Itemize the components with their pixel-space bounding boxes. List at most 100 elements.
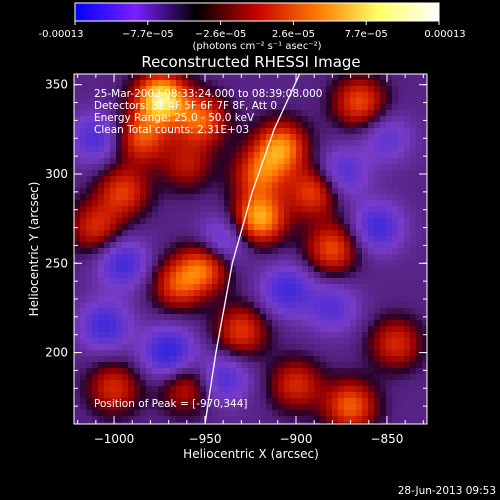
heatmap-cell: [242, 392, 249, 399]
heatmap-cell: [158, 182, 165, 189]
heatmap-cell: [344, 302, 351, 309]
heatmap-cell: [386, 422, 393, 424]
heatmap-cell: [320, 350, 327, 357]
heatmap-cell: [188, 122, 195, 129]
heatmap-cell: [398, 194, 405, 201]
heatmap-cell: [344, 254, 351, 261]
heatmap-cell: [98, 236, 105, 243]
heatmap-cell: [176, 380, 183, 387]
heatmap-cell: [320, 212, 327, 219]
heatmap-cell: [206, 410, 213, 417]
heatmap-cell: [386, 374, 393, 381]
heatmap-cell: [290, 248, 297, 255]
heatmap-cell: [158, 320, 165, 327]
heatmap-cell: [302, 188, 309, 195]
heatmap-cell: [104, 176, 111, 183]
heatmap-cell: [320, 164, 327, 171]
heatmap-cell: [74, 344, 81, 351]
heatmap-cell: [182, 416, 189, 423]
heatmap-cell: [80, 92, 87, 99]
heatmap-cell: [200, 152, 207, 159]
heatmap-cell: [176, 338, 183, 345]
heatmap-cell: [116, 332, 123, 339]
heatmap-cell: [386, 104, 393, 111]
heatmap-cell: [260, 266, 267, 273]
heatmap-cell: [344, 374, 351, 381]
heatmap-cell: [362, 128, 369, 135]
heatmap-cell: [266, 80, 273, 87]
heatmap-cell: [332, 182, 339, 189]
heatmap-cell: [398, 152, 405, 159]
heatmap-cell: [182, 362, 189, 369]
heatmap-cell: [254, 164, 261, 171]
heatmap-cell: [260, 98, 267, 105]
heatmap-cell: [416, 284, 423, 291]
heatmap-cell: [206, 374, 213, 381]
heatmap-cell: [368, 416, 375, 423]
heatmap-cell: [236, 422, 243, 424]
heatmap-cell: [374, 278, 381, 285]
heatmap-cell: [236, 260, 243, 267]
heatmap-cell: [134, 362, 141, 369]
heatmap-cell: [296, 260, 303, 267]
heatmap-cell: [314, 104, 321, 111]
heatmap-cell: [296, 122, 303, 129]
heatmap-cell: [350, 140, 357, 147]
heatmap-cell: [356, 200, 363, 207]
heatmap-cell: [314, 404, 321, 411]
x-tick-label: −850: [370, 432, 403, 446]
heatmap-cell: [86, 290, 93, 297]
heatmap-cell: [248, 422, 255, 424]
heatmap-cell: [398, 188, 405, 195]
heatmap-cell: [194, 140, 201, 147]
heatmap-cell: [164, 296, 171, 303]
heatmap-cell: [98, 176, 105, 183]
heatmap-cell: [290, 152, 297, 159]
heatmap-cell: [326, 206, 333, 213]
heatmap-cell: [248, 80, 255, 87]
heatmap-cell: [332, 188, 339, 195]
heatmap-cell: [164, 218, 171, 225]
heatmap-cell: [326, 134, 333, 141]
heatmap-cell: [296, 206, 303, 213]
heatmap-cell: [422, 338, 427, 345]
heatmap-cell: [350, 194, 357, 201]
heatmap-cell: [266, 200, 273, 207]
heatmap-cell: [128, 224, 135, 231]
heatmap-cell: [260, 398, 267, 405]
heatmap-cell: [248, 158, 255, 165]
heatmap-cell: [422, 80, 427, 87]
heatmap-cell: [242, 314, 249, 321]
heatmap-cell: [140, 416, 147, 423]
heatmap-cell: [146, 104, 153, 111]
heatmap-cell: [80, 80, 87, 87]
heatmap-cell: [104, 332, 111, 339]
heatmap-cell: [344, 350, 351, 357]
heatmap-cell: [218, 260, 225, 267]
heatmap-cell: [356, 188, 363, 195]
heatmap-cell: [110, 218, 117, 225]
heatmap-cell: [278, 80, 285, 87]
heatmap-cell: [386, 392, 393, 399]
heatmap-cell: [308, 350, 315, 357]
colorbar-tick-label: 7.7e−05: [345, 29, 388, 40]
heatmap-cell: [308, 122, 315, 129]
heatmap-cell: [224, 338, 231, 345]
heatmap-cell: [134, 110, 141, 117]
heatmap-cell: [134, 332, 141, 339]
heatmap-cell: [344, 326, 351, 333]
heatmap-cell: [260, 278, 267, 285]
heatmap-cell: [404, 350, 411, 357]
heatmap-cell: [224, 230, 231, 237]
heatmap-cell: [170, 392, 177, 399]
heatmap-cell: [92, 98, 99, 105]
heatmap-cell: [296, 86, 303, 93]
heatmap-cell: [374, 80, 381, 87]
heatmap-cell: [140, 218, 147, 225]
heatmap-cell: [110, 248, 117, 255]
heatmap-cell: [278, 140, 285, 147]
heatmap-cell: [152, 368, 159, 375]
heatmap-cell: [416, 248, 423, 255]
heatmap-cell: [356, 398, 363, 405]
heatmap-cell: [74, 374, 81, 381]
